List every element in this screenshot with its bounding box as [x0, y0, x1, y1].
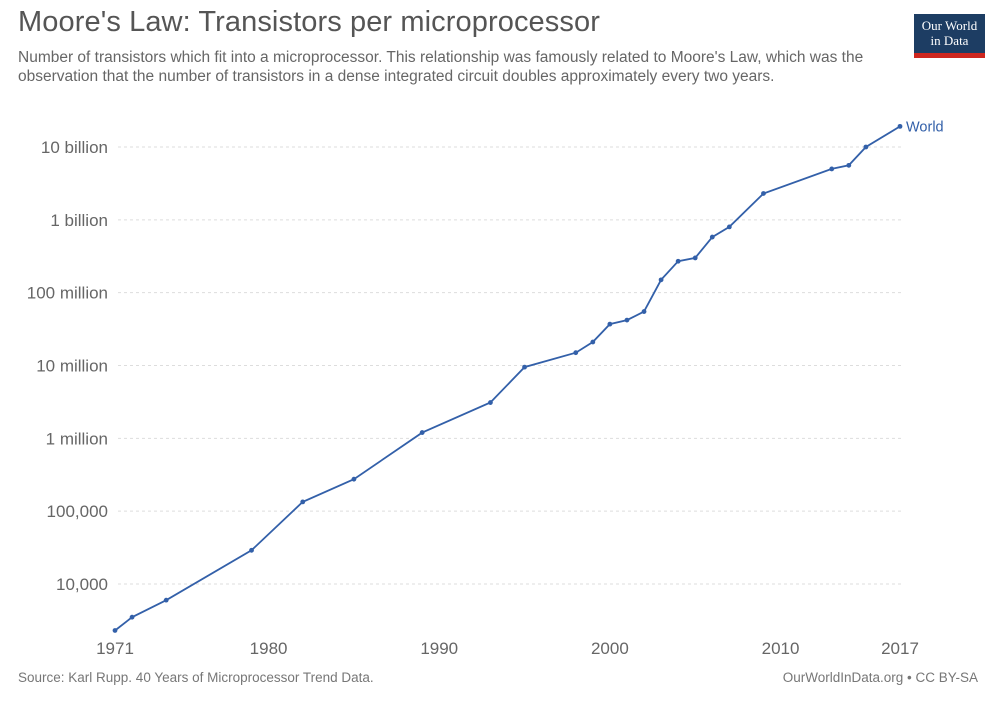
x-tick-label: 1990	[420, 639, 458, 658]
data-point[interactable]	[522, 364, 527, 370]
data-point[interactable]	[351, 476, 357, 482]
x-tick-label: 2017	[881, 639, 919, 658]
data-point[interactable]	[658, 277, 664, 283]
x-tick-label: 2010	[762, 639, 800, 658]
license-link[interactable]: OurWorldInData.org • CC BY-SA	[782, 670, 978, 685]
data-point[interactable]	[846, 162, 852, 168]
data-point[interactable]	[761, 191, 766, 196]
y-tick-label: 100,000	[47, 502, 108, 521]
y-tick-label: 10 billion	[41, 138, 108, 157]
source-note: Source: Karl Rupp. 40 Years of Microproc…	[18, 670, 374, 685]
data-point[interactable]	[675, 258, 681, 264]
data-point[interactable]	[607, 321, 613, 327]
data-point[interactable]	[709, 234, 715, 240]
y-tick-label: 100 million	[27, 284, 108, 303]
data-point[interactable]	[624, 317, 630, 323]
data-point[interactable]	[163, 597, 169, 603]
chart-title: Moore's Law: Transistors per microproces…	[18, 6, 600, 38]
series-layer: World	[112, 119, 944, 633]
data-point[interactable]	[129, 614, 135, 620]
y-tick-label: 1 million	[46, 429, 108, 448]
data-point[interactable]	[488, 400, 493, 405]
data-point[interactable]	[897, 123, 903, 129]
chart-subtitle: Number of transistors which fit into a m…	[18, 49, 864, 85]
x-tick-label: 2000	[591, 639, 629, 658]
y-tick-label: 10,000	[56, 575, 108, 594]
y-axis-ticks: 10,000 100,000 1 million 10 million 100 mill…	[27, 138, 108, 594]
data-point[interactable]	[112, 628, 118, 633]
owid-logo[interactable]: Our World in Data	[914, 14, 985, 58]
data-point[interactable]	[641, 309, 647, 314]
grid-layer	[118, 146, 903, 585]
data-point[interactable]	[573, 350, 579, 356]
x-axis-ticks: 1971 1980 1990 2000 2010 2017	[96, 639, 919, 658]
logo-line-2: in Data	[930, 33, 969, 48]
data-point[interactable]	[300, 499, 306, 505]
logo-accent-bar	[914, 53, 985, 58]
data-point[interactable]	[829, 166, 835, 172]
data-point[interactable]	[249, 547, 254, 553]
data-point[interactable]	[692, 255, 698, 261]
data-point[interactable]	[419, 430, 425, 435]
series-label-world: World	[906, 119, 944, 135]
logo-line-1: Our World	[921, 18, 978, 33]
data-point[interactable]	[863, 144, 869, 150]
data-point[interactable]	[590, 339, 596, 345]
data-point[interactable]	[726, 224, 732, 230]
series-line-world	[114, 125, 901, 632]
y-tick-label: 1 billion	[50, 211, 108, 230]
x-tick-label: 1980	[250, 639, 288, 658]
y-tick-label: 10 million	[36, 357, 108, 376]
x-tick-label: 1971	[96, 639, 134, 658]
